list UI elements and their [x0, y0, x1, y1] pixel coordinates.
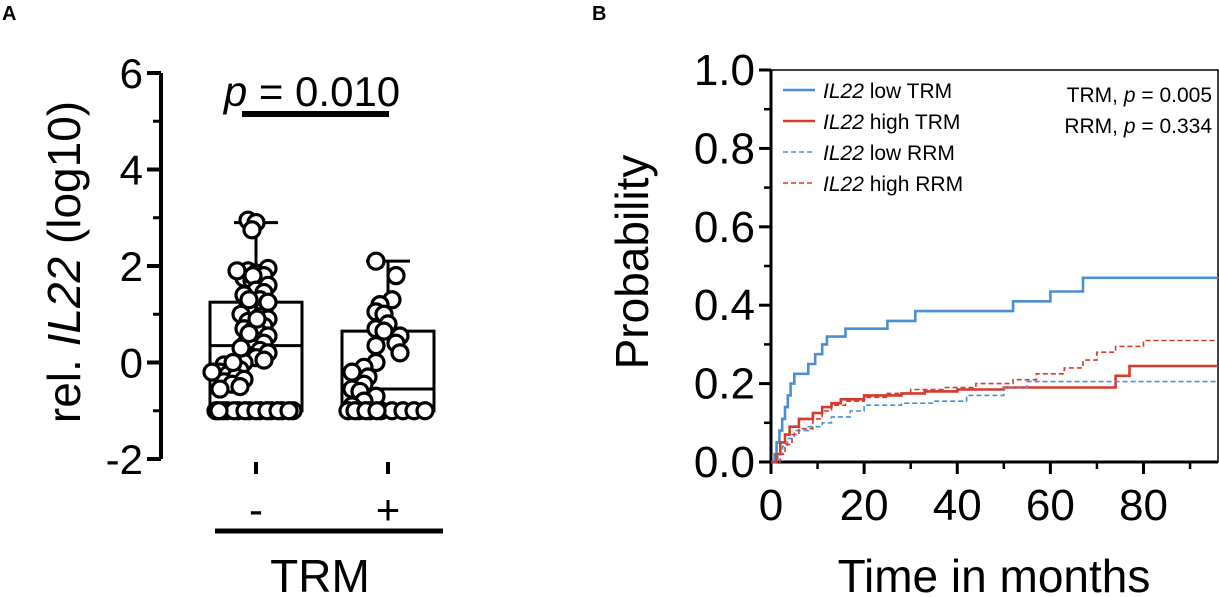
x-tick-label: 60 [1026, 481, 1075, 530]
stat-trm-p-symbol: p [1123, 84, 1136, 107]
data-point [209, 401, 229, 421]
survival-axes: 0.0 0.2 0.4 0.6 0.8 1.0 0 20 40 60 80 [694, 46, 1218, 530]
x-tick-label: - [249, 486, 263, 533]
x-tick-label: + [376, 486, 401, 533]
boxplot-y-axis-title-suffix: (log10) [38, 101, 90, 257]
data-point [239, 290, 259, 310]
legend-label: IL22 high TRM [823, 111, 960, 134]
boxplot-y-axis: -2 0 2 4 6 [106, 50, 163, 483]
panel-label-a: A [2, 3, 16, 25]
y-tick-label: 2 [120, 243, 143, 290]
legend-gene: IL22 [823, 111, 864, 134]
y-tick-label: 0.8 [694, 124, 755, 173]
line-il22-low-trm [771, 276, 1218, 464]
data-point [254, 350, 274, 370]
panel-label-b: B [592, 3, 606, 25]
y-tick-label: -2 [106, 436, 143, 483]
stat-rrm: RRM, p = 0.334 [1064, 115, 1212, 138]
stat-trm-name: TRM [1067, 84, 1113, 107]
data-point [390, 343, 410, 363]
data-point [242, 220, 262, 240]
y-tick-label: 0.0 [694, 438, 755, 487]
data-point [279, 401, 299, 421]
survival-lines [771, 276, 1218, 464]
boxplot-p-symbol: p [222, 68, 247, 115]
y-tick-label: 0 [120, 340, 143, 387]
data-point [366, 251, 386, 271]
data-point [247, 309, 267, 329]
legend-gene: IL22 [823, 80, 864, 103]
data-point [386, 266, 406, 286]
data-point [231, 338, 251, 358]
legend-label: IL22 high RRM [823, 173, 963, 196]
legend-gene: IL22 [823, 142, 864, 165]
x-tick-label: 0 [759, 481, 783, 530]
boxplot-y-axis-title-prefix: rel. [38, 346, 90, 423]
legend-text: low RRM [864, 142, 955, 165]
boxplot-p-value: p = 0.010 [222, 68, 400, 115]
x-tick-label: 40 [933, 481, 982, 530]
legend-text: high RRM [864, 173, 963, 196]
stat-trm-p-text: = 0.005 [1136, 84, 1212, 107]
legend-text: low TRM [864, 80, 952, 103]
stat-rrm-name: RRM [1064, 115, 1112, 138]
y-tick-label: 0.4 [694, 281, 755, 330]
data-point [367, 401, 387, 421]
data-point [415, 401, 435, 421]
data-point [239, 323, 259, 344]
data-point [366, 336, 386, 356]
legend-label: IL22 low TRM [823, 80, 952, 103]
y-tick-label: 1.0 [694, 46, 755, 95]
data-point [210, 379, 230, 399]
stat-rrm-p-text: = 0.334 [1136, 115, 1213, 138]
boxplot-panel: rel. IL22 (log10) p = 0.010 -2 0 2 4 6 - + TR… [38, 50, 443, 597]
legend-gene: IL22 [823, 173, 864, 196]
line-il22-high-trm [771, 364, 1218, 464]
y-tick-label: 6 [120, 50, 143, 97]
stat-trm: TRM, p = 0.005 [1067, 84, 1212, 107]
group-label: TRM [270, 550, 370, 597]
legend-text: high TRM [864, 111, 960, 134]
stat-rrm-p-symbol: p [1123, 115, 1136, 138]
boxplot-points [202, 210, 435, 421]
data-point [223, 352, 243, 373]
x-tick-label: 80 [1119, 481, 1168, 530]
data-point [202, 362, 222, 382]
legend-label: IL22 low RRM [823, 142, 955, 165]
line-il22-low-rrm [771, 380, 1218, 463]
x-tick-label: 20 [840, 481, 889, 530]
survival-x-axis-title: Time in months [838, 550, 1151, 597]
y-tick-label: 0.2 [694, 360, 755, 409]
data-point [230, 377, 250, 397]
boxplot-p-text: = 0.010 [247, 68, 400, 115]
y-tick-label: 4 [120, 147, 143, 194]
data-point [227, 261, 247, 281]
survival-y-axis-title: Probability [606, 155, 658, 370]
boxplot-y-axis-title: rel. IL22 (log10) [38, 101, 90, 423]
boxplot-y-axis-title-gene: IL22 [38, 257, 90, 347]
y-tick-label: 0.6 [694, 203, 755, 252]
survival-panel: Probability Time in months 0.00.20.40.60… [606, 46, 1219, 597]
line-il22-high-rrm [771, 339, 1218, 463]
